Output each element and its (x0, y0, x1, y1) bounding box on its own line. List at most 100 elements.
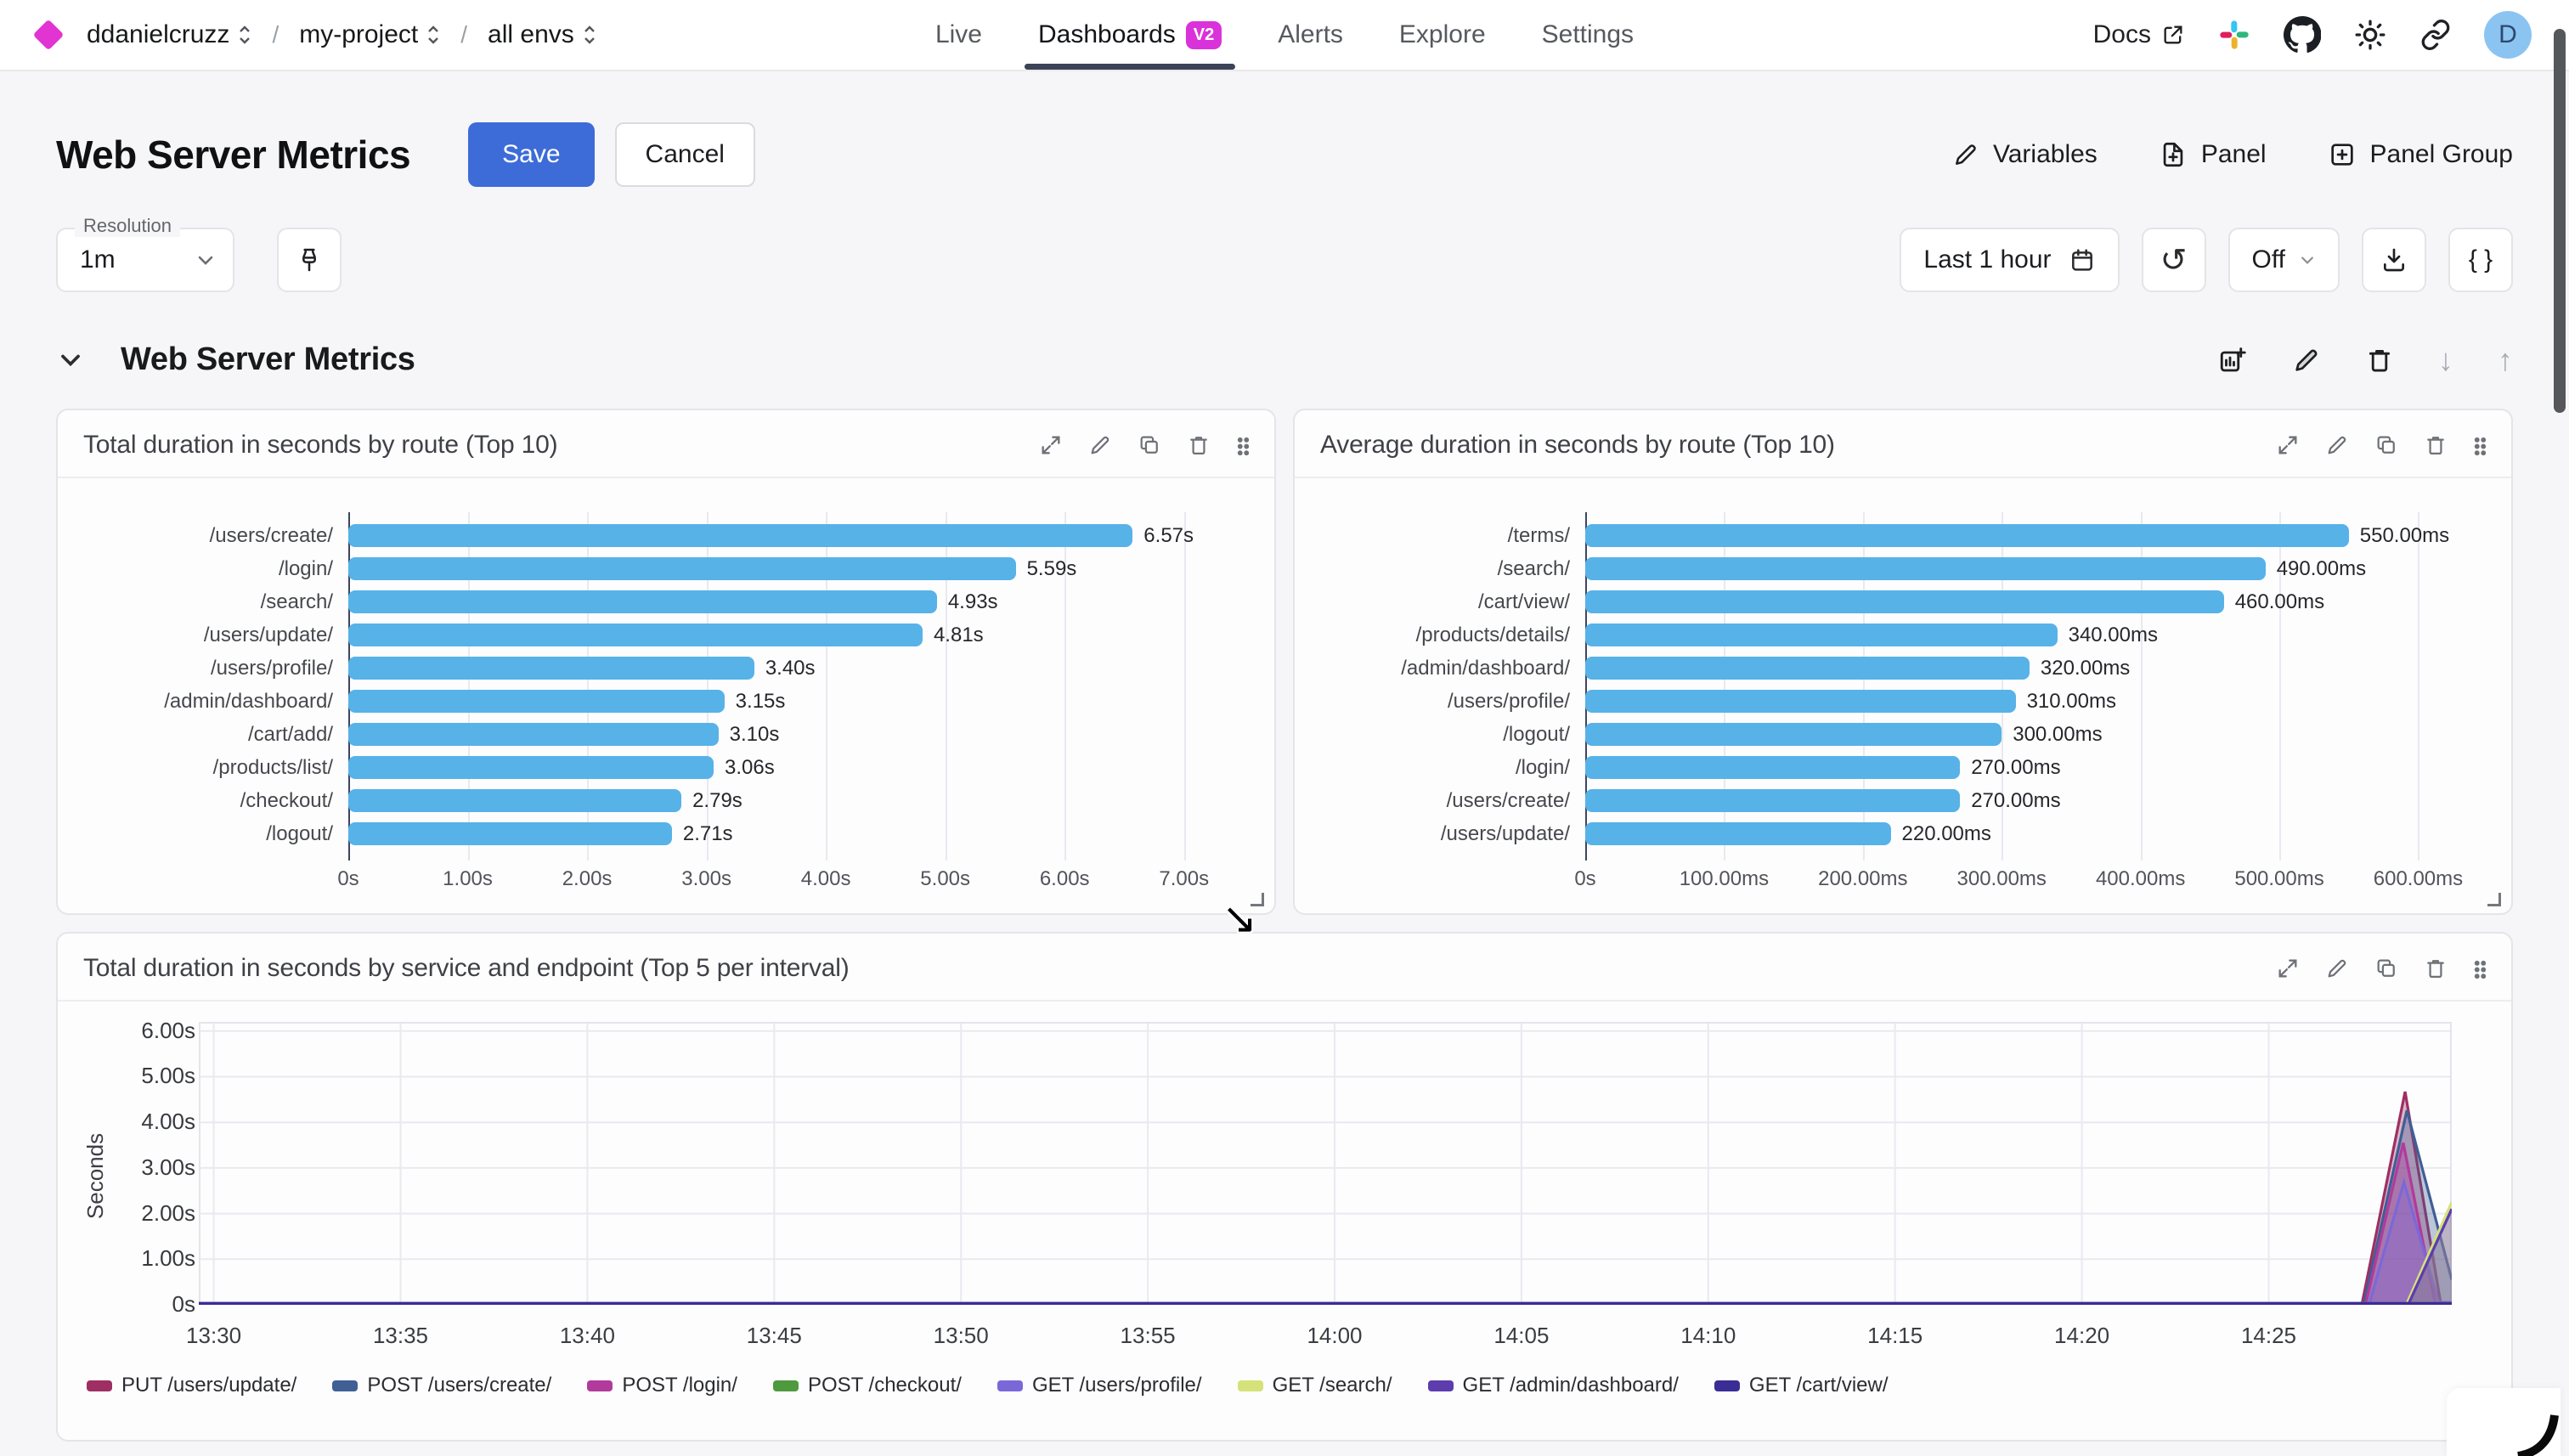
legend-item[interactable]: GET /search/ (1237, 1374, 1392, 1397)
add-panel-button[interactable]: Panel (2159, 140, 2267, 169)
bar[interactable] (348, 789, 682, 812)
pin-resolution-button[interactable] (277, 228, 342, 292)
bar-value-label: 5.59s (1026, 556, 1077, 580)
bar-value-label: 4.81s (933, 623, 984, 646)
bar[interactable] (348, 756, 714, 779)
move-section-up-icon[interactable]: ↑ (2498, 341, 2513, 377)
bar[interactable] (1585, 657, 2030, 680)
bar[interactable] (348, 524, 1133, 547)
time-series-plot[interactable] (199, 1022, 2452, 1305)
bar[interactable] (348, 624, 923, 646)
bar[interactable] (1585, 690, 2016, 713)
tab-settings[interactable]: Settings (1541, 20, 1635, 48)
resolution-value: 1m (80, 245, 116, 274)
category-label: /users/profile/ (1447, 689, 1570, 713)
duplicate-panel-icon[interactable] (2374, 433, 2398, 457)
bar[interactable] (348, 657, 754, 680)
share-link-icon[interactable] (2419, 19, 2452, 51)
breadcrumb: ddanielcruzz / my-project / all envs (32, 19, 596, 51)
user-avatar[interactable]: D (2484, 11, 2532, 59)
breadcrumb-separator: / (272, 21, 279, 48)
legend-item[interactable]: GET /cart/view/ (1714, 1374, 1889, 1397)
bar[interactable] (1585, 624, 2058, 646)
expand-panel-icon[interactable] (2276, 433, 2300, 457)
brand-logo-icon[interactable] (32, 19, 65, 51)
time-range-picker[interactable]: Last 1 hour (1900, 228, 2120, 292)
add-panel-group-button[interactable]: Panel Group (2328, 140, 2513, 169)
bar[interactable] (348, 590, 937, 613)
bar-value-label: 3.06s (725, 755, 775, 779)
theme-toggle-sun-icon[interactable] (2353, 18, 2387, 52)
auto-refresh-select[interactable]: Off (2227, 228, 2340, 292)
collapse-chevron-icon[interactable] (56, 346, 85, 375)
breadcrumb-env[interactable]: all envs (488, 20, 596, 49)
docs-link[interactable]: Docs (2093, 20, 2185, 49)
delete-panel-icon[interactable] (2424, 957, 2448, 980)
edit-panel-icon[interactable] (2325, 433, 2349, 457)
bar[interactable] (1585, 756, 1961, 779)
bar[interactable] (1585, 789, 1961, 812)
top-navbar: ddanielcruzz / my-project / all envs Liv… (0, 0, 2569, 71)
bar[interactable] (348, 690, 725, 713)
add-chart-icon[interactable] (2217, 345, 2248, 375)
download-button[interactable] (2362, 228, 2426, 292)
bar-row: /logout/300.00ms (1320, 718, 2511, 751)
legend-swatch (997, 1380, 1023, 1391)
json-config-button[interactable]: { } (2448, 228, 2513, 292)
delete-panel-icon[interactable] (1187, 433, 1211, 457)
bar[interactable] (1585, 524, 2349, 547)
breadcrumb-project[interactable]: my-project (299, 20, 440, 49)
edit-panel-icon[interactable] (2325, 957, 2349, 980)
bar[interactable] (348, 822, 672, 845)
x-tick-label: 14:10 (1680, 1323, 1736, 1348)
tab-alerts[interactable]: Alerts (1278, 20, 1343, 48)
duplicate-panel-icon[interactable] (2374, 957, 2398, 980)
edit-section-icon[interactable] (2292, 346, 2321, 375)
save-button[interactable]: Save (468, 122, 595, 187)
bar-value-label: 3.15s (735, 689, 786, 713)
resize-corner-icon[interactable] (2487, 893, 2501, 906)
bar-row: /checkout/2.79s (83, 784, 1274, 817)
legend-item[interactable]: GET /admin/dashboard/ (1427, 1374, 1679, 1397)
tab-live[interactable]: Live (934, 20, 982, 48)
download-icon (2384, 248, 2404, 272)
expand-panel-icon[interactable] (1039, 433, 1063, 457)
delete-panel-icon[interactable] (2424, 433, 2448, 457)
legend-item[interactable]: POST /checkout/ (772, 1374, 962, 1397)
tab-dashboards[interactable]: Dashboards V2 (1024, 0, 1236, 70)
legend-item[interactable]: PUT /users/update/ (87, 1374, 296, 1397)
breadcrumb-separator: / (460, 21, 468, 48)
bar[interactable] (1585, 557, 2266, 580)
slack-icon[interactable] (2217, 18, 2251, 52)
x-tick-label: 14:20 (2054, 1323, 2110, 1348)
resize-corner-icon[interactable] (1251, 893, 1264, 906)
bar[interactable] (1585, 723, 2002, 746)
tab-explore[interactable]: Explore (1398, 20, 1486, 48)
bar[interactable] (348, 723, 719, 746)
scrollbar-thumb[interactable] (2554, 29, 2566, 413)
move-section-down-icon[interactable]: ↓ (2438, 341, 2453, 377)
expand-panel-icon[interactable] (2276, 957, 2300, 980)
drag-panel-handle[interactable] (1236, 435, 1249, 455)
legend-item[interactable]: POST /users/create/ (332, 1374, 551, 1397)
corner-widget[interactable] (2447, 1388, 2561, 1456)
resolution-select[interactable]: Resolution 1m (56, 215, 234, 292)
drag-panel-handle[interactable] (2473, 435, 2486, 455)
legend-item[interactable]: POST /login/ (587, 1374, 737, 1397)
section-title: Web Server Metrics (121, 341, 415, 377)
edit-panel-icon[interactable] (1088, 433, 1112, 457)
drag-panel-handle[interactable] (2473, 958, 2486, 979)
duplicate-panel-icon[interactable] (1138, 433, 1161, 457)
breadcrumb-org[interactable]: ddanielcruzz (87, 20, 251, 49)
delete-section-icon[interactable] (2365, 346, 2394, 375)
bar[interactable] (348, 557, 1016, 580)
category-label: /terms/ (1507, 523, 1570, 547)
bar[interactable] (1585, 590, 2224, 613)
variables-button[interactable]: Variables (1952, 140, 2098, 169)
legend-item[interactable]: GET /users/profile/ (997, 1374, 1202, 1397)
refresh-button[interactable]: ↺ (2141, 228, 2206, 292)
bar[interactable] (1585, 822, 1891, 845)
bar-row: /users/profile/3.40s (83, 652, 1274, 685)
github-icon[interactable] (2284, 16, 2321, 54)
cancel-button[interactable]: Cancel (614, 122, 755, 187)
